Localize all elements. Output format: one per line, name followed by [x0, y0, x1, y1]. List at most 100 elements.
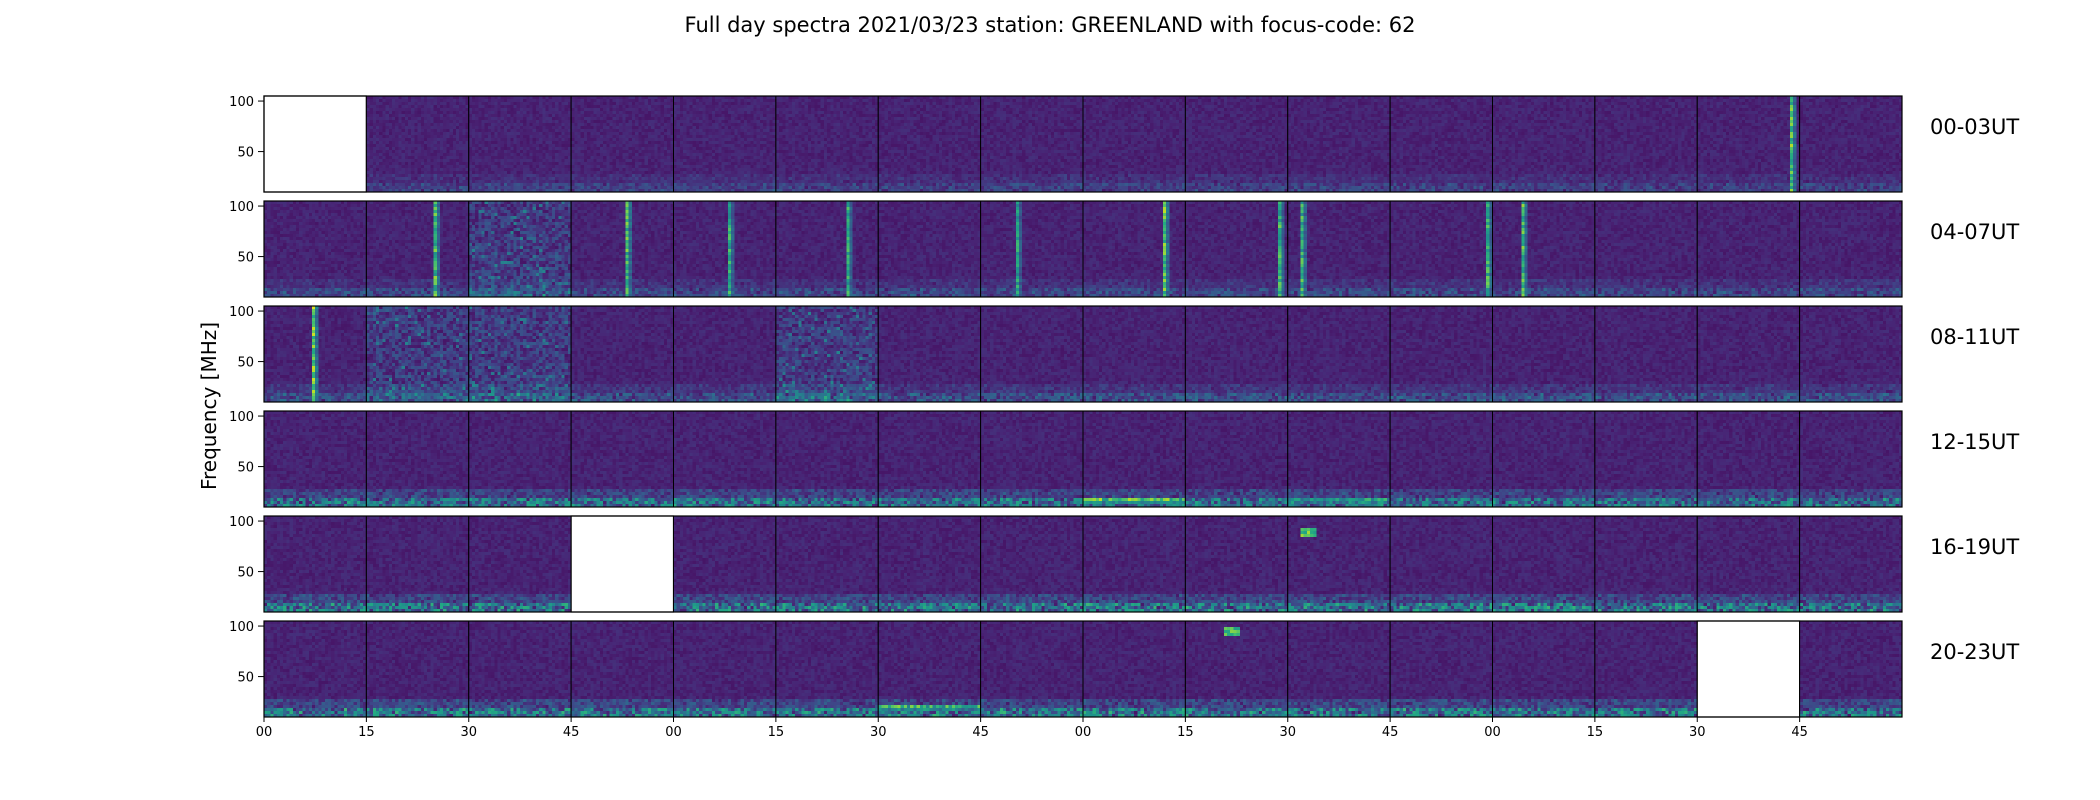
x-tick-label: 30 — [1279, 725, 1296, 740]
spectrum-panel — [1594, 621, 1698, 717]
spectrum-panel — [1185, 411, 1288, 507]
spectrum-panel — [1594, 201, 1698, 297]
spectrum-panel — [1185, 621, 1288, 717]
spectrum-panel — [1390, 306, 1493, 402]
spectra-row: 100 50 00-03UT — [229, 95, 2019, 193]
spectrum-panel — [1185, 306, 1288, 402]
spectrum-panel — [673, 306, 776, 402]
missing-panel — [1696, 620, 1801, 718]
spectrum-panel — [571, 201, 674, 297]
spectrum-panel — [1185, 96, 1288, 192]
spectrum-panel — [1083, 96, 1186, 192]
spectrum-panel — [878, 516, 981, 612]
row-time-label: 00-03UT — [1930, 115, 2019, 139]
spectrum-panel — [878, 306, 981, 402]
row-time-label: 04-07UT — [1930, 220, 2019, 244]
spectrum-panel — [1799, 306, 1902, 402]
y-tick-label: 100 — [229, 620, 254, 635]
missing-panel — [570, 515, 675, 613]
spectra-row: 100 50 12-15UT — [229, 410, 2019, 508]
spectrum-panel — [673, 411, 776, 507]
spectrum-panel — [1492, 96, 1595, 192]
x-axis-ticks: 00 15 30 45 00 15 30 45 00 15 30 45 00 15 30 45 — [256, 717, 1808, 740]
spectrum-panel — [1697, 411, 1800, 507]
y-tick-label: 100 — [229, 410, 254, 425]
spectrum-panel — [366, 411, 469, 507]
spectrum-panel — [775, 201, 879, 297]
row-frame — [263, 95, 1903, 193]
spectrum-panel — [1492, 621, 1595, 717]
y-axis-label: Frequency [MHz] — [197, 322, 221, 490]
spectrum-panel — [878, 96, 981, 192]
row-frame — [263, 305, 1903, 403]
spectrum-panel — [1492, 306, 1595, 402]
spectrum-panel — [468, 621, 572, 717]
spectrum-panel — [878, 201, 981, 297]
spectrum-panel — [264, 201, 367, 297]
spectrum-panel — [1594, 306, 1698, 402]
spectrum-panel — [1083, 621, 1186, 717]
x-tick-label: 45 — [1791, 725, 1808, 740]
spectrum-panel — [1287, 306, 1391, 402]
spectrum-panel — [980, 306, 1083, 402]
y-tick-label: 50 — [237, 356, 254, 371]
row-time-label: 16-19UT — [1930, 535, 2019, 559]
spectrum-panel — [1799, 411, 1902, 507]
spectrum-panel — [673, 516, 776, 612]
spectrum-panel — [571, 411, 674, 507]
spectrum-panel — [264, 516, 367, 612]
spectrum-panel — [1594, 96, 1698, 192]
spectrum-panel — [1287, 621, 1391, 717]
spectrum-panel — [1697, 516, 1800, 612]
row-frame — [263, 515, 1903, 613]
spectra-row: 100 50 20-23UT — [229, 620, 2019, 718]
x-tick-label: 00 — [256, 725, 273, 740]
spectrum-panel — [468, 201, 572, 297]
spectrum-panel — [1083, 201, 1186, 297]
spectrum-panel — [571, 96, 674, 192]
spectrum-panel — [366, 201, 469, 297]
spectrum-panel — [1492, 516, 1595, 612]
spectrum-panel — [1390, 516, 1493, 612]
spectrum-panel — [1185, 201, 1288, 297]
spectrum-panel — [878, 621, 981, 717]
missing-panel — [263, 95, 367, 193]
spectrum-panel — [1697, 306, 1800, 402]
spectra-row: 100 50 16-19UT — [229, 515, 2019, 613]
spectrum-panel — [775, 516, 879, 612]
spectrum-panel — [775, 96, 879, 192]
y-tick-label: 50 — [237, 671, 254, 686]
spectrum-panel — [1390, 201, 1493, 297]
spectrum-panel — [1799, 516, 1902, 612]
spectrum-panel — [878, 411, 981, 507]
x-tick-label: 30 — [460, 725, 477, 740]
spectrum-panel — [264, 306, 367, 402]
spectrum-panel — [1287, 516, 1391, 612]
y-tick-label: 100 — [229, 305, 254, 320]
spectrum-panel — [264, 621, 367, 717]
spectrum-panel — [1287, 96, 1391, 192]
spectrum-panel — [775, 306, 879, 402]
spectrum-panel — [1390, 96, 1493, 192]
y-tick-label: 100 — [229, 515, 254, 530]
spectrum-panel — [1185, 516, 1288, 612]
y-tick-label: 50 — [237, 146, 254, 161]
spectrum-panel — [980, 621, 1083, 717]
spectrum-panel — [1799, 96, 1902, 192]
spectrum-panel — [366, 306, 469, 402]
spectrum-panel — [980, 516, 1083, 612]
x-tick-label: 15 — [358, 725, 375, 740]
spectrum-panel — [366, 516, 469, 612]
x-tick-label: 00 — [1075, 725, 1092, 740]
y-tick-label: 50 — [237, 461, 254, 476]
y-tick-label: 100 — [229, 200, 254, 215]
spectrum-panel — [366, 621, 469, 717]
x-tick-label: 15 — [768, 725, 785, 740]
x-tick-label: 45 — [972, 725, 989, 740]
spectrum-panel — [673, 96, 776, 192]
y-tick-label: 50 — [237, 251, 254, 266]
spectrum-panel — [980, 96, 1083, 192]
x-tick-label: 15 — [1177, 725, 1194, 740]
spectrum-panel — [468, 306, 572, 402]
